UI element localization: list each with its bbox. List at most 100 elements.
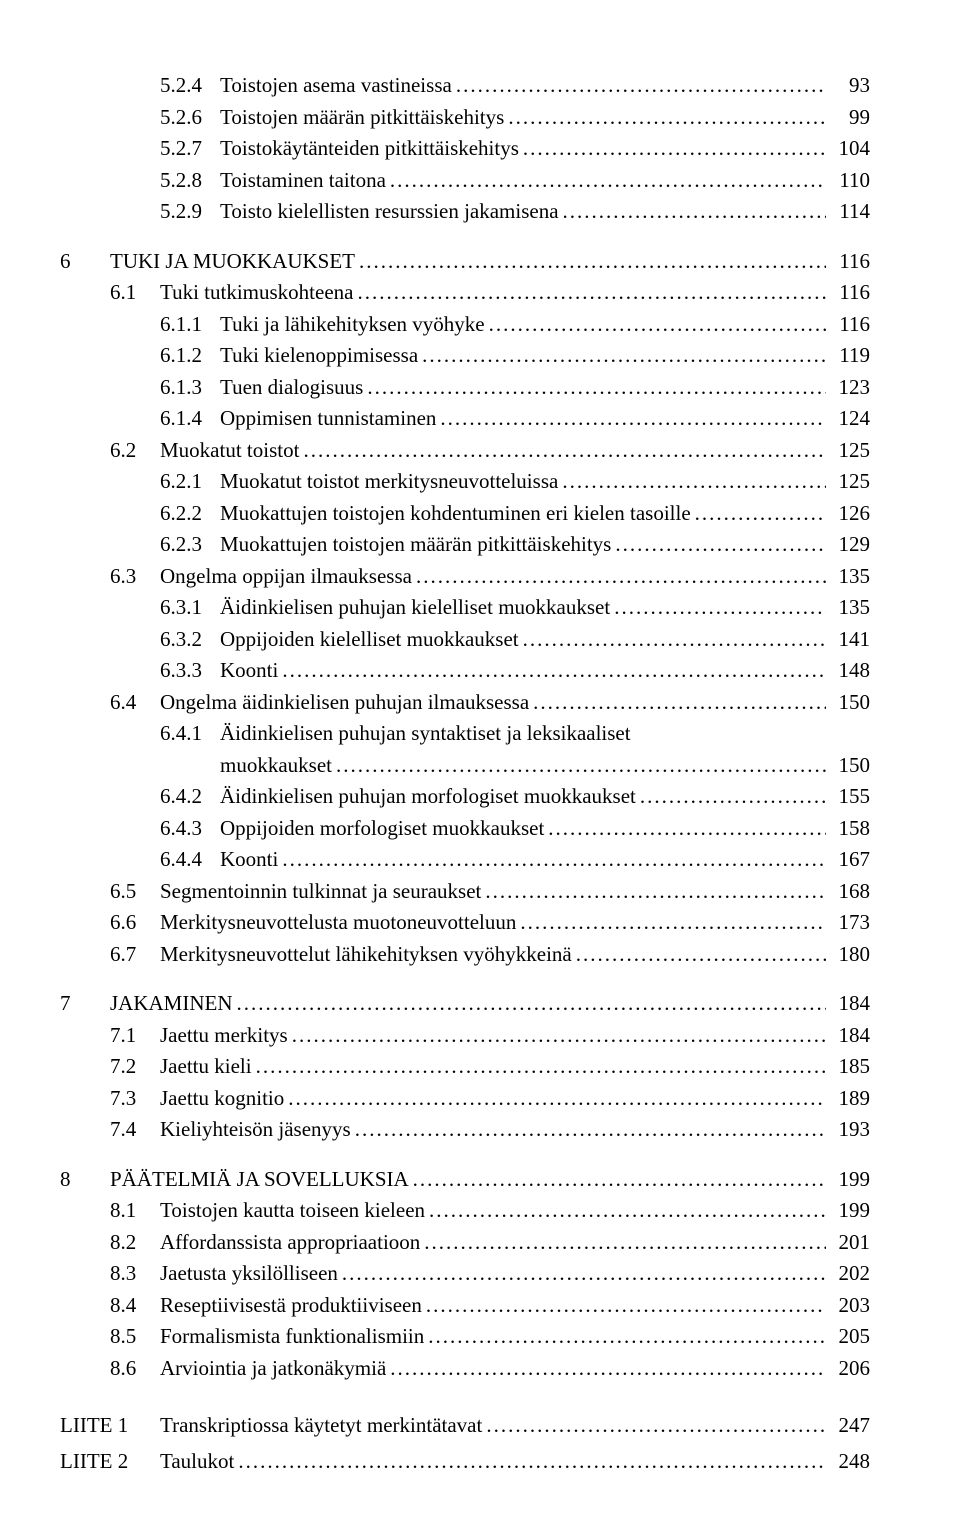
leader bbox=[615, 529, 826, 561]
leader bbox=[336, 750, 826, 782]
leader bbox=[238, 1446, 826, 1478]
sub-label: Tuen dialogisuus bbox=[220, 372, 363, 404]
section-num: 6.7 bbox=[110, 939, 160, 971]
page-number: 125 bbox=[830, 466, 870, 498]
page-number: 129 bbox=[830, 529, 870, 561]
page-number: 123 bbox=[830, 372, 870, 404]
page-number: 110 bbox=[830, 165, 870, 197]
page-number: 116 bbox=[830, 277, 870, 309]
page-number: 248 bbox=[830, 1446, 870, 1478]
leader bbox=[282, 844, 826, 876]
page-number: 116 bbox=[830, 246, 870, 278]
page-number: 201 bbox=[830, 1227, 870, 1259]
page-number: 150 bbox=[830, 750, 870, 782]
page-number: 155 bbox=[830, 781, 870, 813]
leader bbox=[303, 435, 826, 467]
sub-label: Toistokäytänteiden pitkittäiskehitys bbox=[220, 133, 519, 165]
sub-label-cont: muokkaukset bbox=[220, 750, 332, 782]
sub-num: 5.2.9 bbox=[160, 196, 220, 228]
section-label: Segmentoinnin tulkinnat ja seuraukset bbox=[160, 876, 481, 908]
toc-chapter-row: 8 PÄÄTELMIÄ JA SOVELLUKSIA 199 bbox=[60, 1164, 870, 1196]
page-number: 189 bbox=[830, 1083, 870, 1115]
leader bbox=[359, 246, 826, 278]
section-num: 6.4 bbox=[110, 687, 160, 719]
sub-label: Koonti bbox=[220, 655, 278, 687]
chapter-num: 8 bbox=[60, 1164, 110, 1196]
sub-label: Tuki kielenoppimisessa bbox=[220, 340, 418, 372]
sub-label: Muokattujen toistojen määrän pitkittäisk… bbox=[220, 529, 611, 561]
leader bbox=[563, 196, 826, 228]
leader bbox=[429, 1195, 826, 1227]
section-label: Tuki tutkimuskohteena bbox=[160, 277, 353, 309]
leader bbox=[390, 1353, 826, 1385]
toc-sub-row: 5.2.6 Toistojen määrän pitkittäiskehitys… bbox=[160, 102, 870, 134]
toc-sub-row: 6.2.3Muokattujen toistojen määrän pitkit… bbox=[60, 529, 870, 561]
page-number: 126 bbox=[830, 498, 870, 530]
toc-sub-row: 5.2.9 Toisto kielellisten resurssien jak… bbox=[160, 196, 870, 228]
page-number: 203 bbox=[830, 1290, 870, 1322]
toc-section-row: 7.2Jaettu kieli185 bbox=[60, 1051, 870, 1083]
page-number: 148 bbox=[830, 655, 870, 687]
sub-label: Tuki ja lähikehityksen vyöhyke bbox=[220, 309, 485, 341]
sub-num: 6.2.3 bbox=[160, 529, 220, 561]
page-number: 184 bbox=[830, 1020, 870, 1052]
section-num: 6.1 bbox=[110, 277, 160, 309]
toc-section-row: 6.4Ongelma äidinkielisen puhujan ilmauks… bbox=[60, 687, 870, 719]
leader bbox=[288, 1083, 826, 1115]
appendix-key: LIITE 1 bbox=[60, 1410, 160, 1442]
toc-section-row: 6.7Merkitysneuvottelut lähikehityksen vy… bbox=[60, 939, 870, 971]
section-num: 8.6 bbox=[110, 1353, 160, 1385]
page-number: 150 bbox=[830, 687, 870, 719]
section-num: 6.2 bbox=[110, 435, 160, 467]
page-number: 199 bbox=[830, 1195, 870, 1227]
toc-section-row: 7.4Kieliyhteisön jäsenyys193 bbox=[60, 1114, 870, 1146]
appendix-key: LIITE 2 bbox=[60, 1446, 160, 1478]
sub-label: Äidinkielisen puhujan morfologiset muokk… bbox=[220, 781, 636, 813]
section-num: 6.3 bbox=[110, 561, 160, 593]
sub-label: Muokattujen toistojen kohdentuminen eri … bbox=[220, 498, 691, 530]
leader bbox=[508, 102, 826, 134]
page-number: 199 bbox=[830, 1164, 870, 1196]
section-label: Ongelma äidinkielisen puhujan ilmauksess… bbox=[160, 687, 529, 719]
section-label: Arviointia ja jatkonäkymiä bbox=[160, 1353, 386, 1385]
spacer bbox=[60, 1384, 870, 1406]
page-number: 247 bbox=[830, 1410, 870, 1442]
sub-label: Muokatut toistot merkitysneuvotteluissa bbox=[220, 466, 558, 498]
toc-section-row: 7.1Jaettu merkitys184 bbox=[60, 1020, 870, 1052]
sub-label: Oppimisen tunnistaminen bbox=[220, 403, 436, 435]
toc-sub-row: 6.1.3Tuen dialogisuus 123 bbox=[60, 372, 870, 404]
page-number: 114 bbox=[830, 196, 870, 228]
section-num: 8.5 bbox=[110, 1321, 160, 1353]
toc-section-row: 6.5Segmentoinnin tulkinnat ja seuraukset… bbox=[60, 876, 870, 908]
page-number: 206 bbox=[830, 1353, 870, 1385]
leader bbox=[355, 1114, 826, 1146]
leader bbox=[485, 876, 826, 908]
toc-section-row: 6.2Muokatut toistot125 bbox=[60, 435, 870, 467]
sub-num: 6.3.1 bbox=[160, 592, 220, 624]
sub-num: 6.2.2 bbox=[160, 498, 220, 530]
chapter-num: 7 bbox=[60, 988, 110, 1020]
leader bbox=[413, 1164, 826, 1196]
sub-num: 5.2.8 bbox=[160, 165, 220, 197]
sub-num: 6.1.3 bbox=[160, 372, 220, 404]
section-label: Formalismista funktionalismiin bbox=[160, 1321, 424, 1353]
leader bbox=[256, 1051, 826, 1083]
sub-num: 6.4.4 bbox=[160, 844, 220, 876]
section-label: Affordanssista appropriaatioon bbox=[160, 1227, 420, 1259]
toc-sub-row: 6.3.2Oppijoiden kielelliset muokkaukset1… bbox=[60, 624, 870, 656]
toc-sub-row: 6.2.1Muokatut toistot merkitysneuvottelu… bbox=[60, 466, 870, 498]
toc-sub-row: 5.2.7 Toistokäytänteiden pitkittäiskehit… bbox=[160, 133, 870, 165]
section-num: 8.1 bbox=[110, 1195, 160, 1227]
section-num: 8.2 bbox=[110, 1227, 160, 1259]
appendix-label: Taulukot bbox=[160, 1446, 234, 1478]
toc-section-row: 7.3Jaettu kognitio189 bbox=[60, 1083, 870, 1115]
leader bbox=[520, 907, 826, 939]
page-number: 141 bbox=[830, 624, 870, 656]
page-number: 180 bbox=[830, 939, 870, 971]
leader bbox=[390, 165, 826, 197]
page-number: 135 bbox=[830, 561, 870, 593]
toc-section-row: 8.1Toistojen kautta toiseen kieleen199 bbox=[60, 1195, 870, 1227]
chapter-title: JAKAMINEN bbox=[110, 988, 233, 1020]
section-label: Ongelma oppijan ilmauksessa bbox=[160, 561, 412, 593]
page-number: 167 bbox=[830, 844, 870, 876]
